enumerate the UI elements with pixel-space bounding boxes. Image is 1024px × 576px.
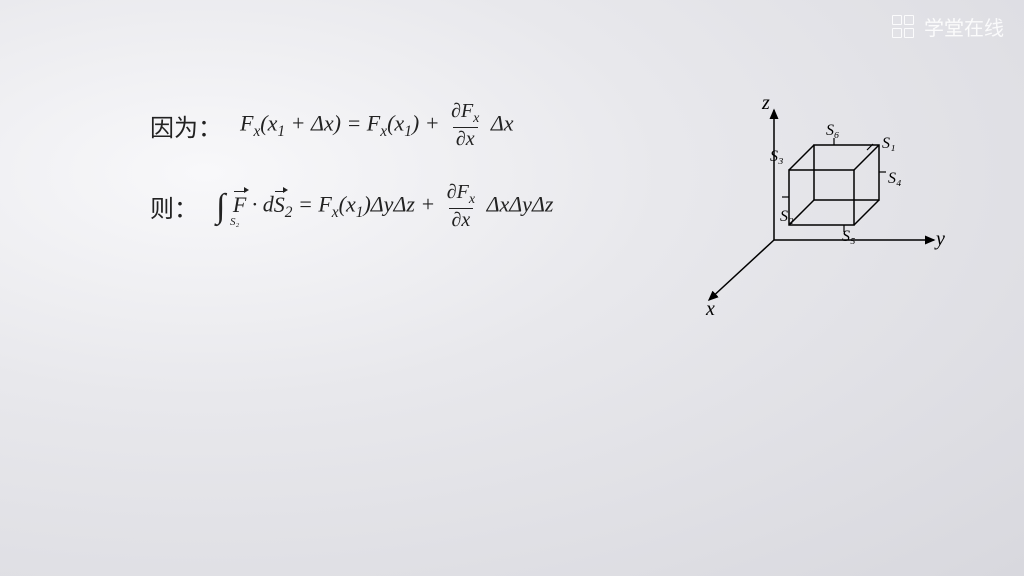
label-s5: S₅ bbox=[842, 228, 856, 246]
equation-1: 因为： Fx(x1 + Δx) = Fx(x1) + ∂Fx∂x Δx bbox=[150, 100, 650, 151]
equations-block: 因为： Fx(x1 + Δx) = Fx(x1) + ∂Fx∂x Δx 则： ∫… bbox=[150, 100, 650, 262]
eq2-math: ∫S₂ F · dS2 = Fx(x1)ΔyΔz + ∂Fx∂x ΔxΔyΔz bbox=[216, 181, 553, 232]
integral-sign: ∫S₂ bbox=[216, 188, 225, 226]
vector-S: S bbox=[274, 192, 285, 218]
axis-z-label: z bbox=[762, 92, 770, 115]
eq1-math: Fx(x1 + Δx) = Fx(x1) + ∂Fx∂x Δx bbox=[240, 100, 514, 151]
label-s3: S₃ bbox=[770, 148, 784, 166]
label-s4: S₄ bbox=[888, 170, 902, 188]
watermark: 学堂在线 bbox=[892, 12, 1004, 41]
axis-x-label: x bbox=[706, 298, 715, 321]
label-s2: S₂ bbox=[780, 208, 794, 226]
label-s6: S₆ bbox=[826, 122, 840, 140]
axis-y-label: y bbox=[936, 228, 945, 251]
equation-2: 则： ∫S₂ F · dS2 = Fx(x1)ΔyΔz + ∂Fx∂x ΔxΔy… bbox=[150, 181, 650, 232]
eq1-label: 因为： bbox=[150, 108, 222, 143]
logo-icon bbox=[892, 15, 916, 39]
diagram-svg bbox=[684, 90, 964, 330]
coordinate-diagram: z y x S₁ S₂ S₃ S₄ S₅ S₆ bbox=[684, 90, 964, 330]
eq2-label: 则： bbox=[150, 189, 198, 224]
vector-F: F bbox=[233, 192, 246, 218]
watermark-text: 学堂在线 bbox=[924, 12, 1004, 41]
label-s1: S₁ bbox=[882, 135, 896, 153]
